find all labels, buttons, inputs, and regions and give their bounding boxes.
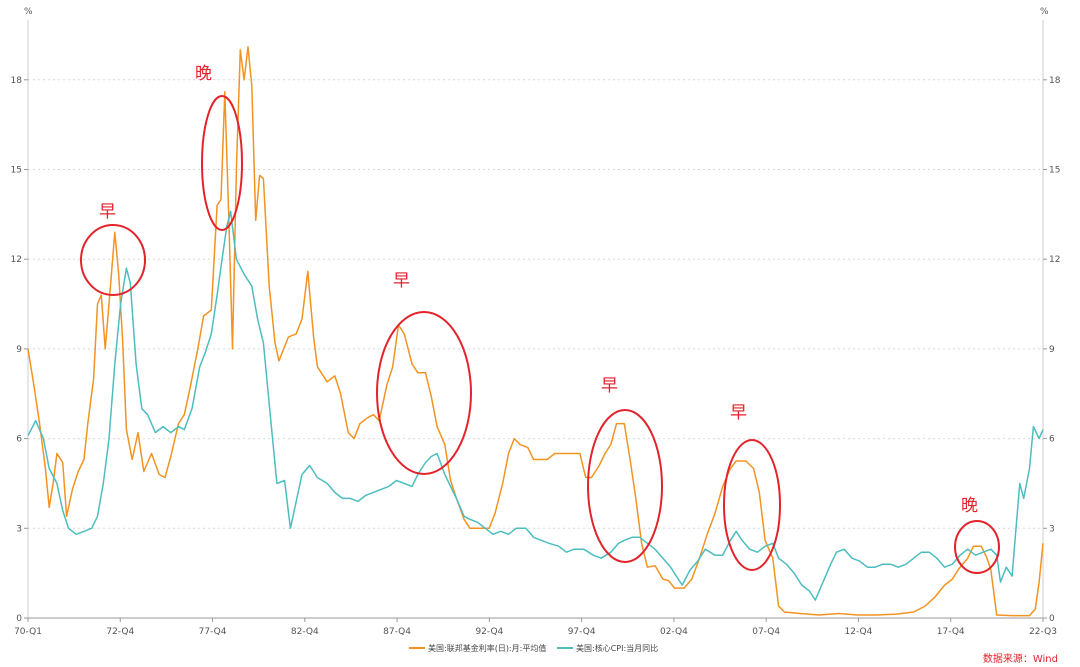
annotation-circle-5 <box>723 439 781 571</box>
x-tick-label-3: 82-Q4 <box>291 627 319 637</box>
annotations: 早 晚 早 早 早 晚 <box>80 64 1000 574</box>
y-tick-label-right-3: 3 <box>1049 524 1055 534</box>
legend-label-core-cpi: 美国:核心CPI:当月同比 <box>576 643 658 653</box>
y-tick-label-left-15: 15 <box>11 166 22 176</box>
x-tick-label-1: 72-Q4 <box>106 627 134 637</box>
y-tick-label-right-0: 0 <box>1049 614 1055 624</box>
annotation-circle-2 <box>201 95 243 231</box>
y-tick-label-left-0: 0 <box>16 614 22 624</box>
x-tick-label-7: 02-Q4 <box>660 627 688 637</box>
y-unit-left: % <box>24 7 33 17</box>
annotation-label-2: 晚 <box>195 64 212 84</box>
axes: % % <box>24 7 1049 619</box>
x-tick-label-9: 12-Q4 <box>845 627 873 637</box>
annotation-label-3: 早 <box>393 271 410 291</box>
annotation-circle-1 <box>80 224 146 296</box>
y-tick-label-right-18: 18 <box>1049 76 1061 86</box>
x-tick-label-0: 70-Q1 <box>14 627 42 637</box>
legend-label-fed-funds: 美国:联邦基金利率(日):月:平均值 <box>428 643 546 653</box>
y-tick-label-right-12: 12 <box>1049 255 1060 265</box>
x-tick-label-2: 77-Q4 <box>199 627 227 637</box>
y-tick-label-left-3: 3 <box>16 524 22 534</box>
y-unit-right: % <box>1040 7 1049 17</box>
y-tick-label-left-9: 9 <box>16 345 22 355</box>
x-ticks: 70-Q1 72-Q4 77-Q4 82-Q4 87-Q4 92-Q4 97-Q4 02-Q4… <box>14 618 1057 637</box>
annotation-label-5: 早 <box>730 403 747 423</box>
series-line-0 <box>27 46 1044 617</box>
annotation-circle-3 <box>376 311 472 475</box>
annotation-circle-6 <box>954 520 1000 574</box>
y-tick-label-right-6: 6 <box>1049 435 1055 445</box>
series-line-1 <box>27 210 1044 601</box>
annotation-label-6: 晚 <box>961 496 978 516</box>
annotation-label-1: 早 <box>99 202 116 222</box>
y-tick-label-left-18: 18 <box>11 76 23 86</box>
x-tick-label-11: 22-Q3 <box>1029 627 1057 637</box>
annotation-label-4: 早 <box>601 376 618 396</box>
y-tick-label-right-9: 9 <box>1049 345 1055 355</box>
y-ticks-left: 0 3 6 9 12 15 18 <box>11 76 28 624</box>
series-lines <box>27 46 1044 617</box>
source-label: 数据来源：Wind <box>983 652 1058 665</box>
x-tick-label-4: 87-Q4 <box>383 627 411 637</box>
x-tick-label-5: 92-Q4 <box>475 627 503 637</box>
grid-lines <box>28 79 1043 529</box>
x-tick-label-8: 07-Q4 <box>752 627 780 637</box>
legend: 美国:联邦基金利率(日):月:平均值 美国:核心CPI:当月同比 <box>409 643 658 653</box>
x-tick-label-6: 97-Q4 <box>568 627 596 637</box>
x-tick-label-10: 17-Q4 <box>937 627 965 637</box>
y-tick-label-right-15: 15 <box>1049 166 1060 176</box>
y-tick-label-left-6: 6 <box>16 435 22 445</box>
y-ticks-right: 0 3 6 9 12 15 18 <box>1043 76 1061 624</box>
y-tick-label-left-12: 12 <box>11 255 22 265</box>
annotation-circle-4 <box>587 409 663 563</box>
